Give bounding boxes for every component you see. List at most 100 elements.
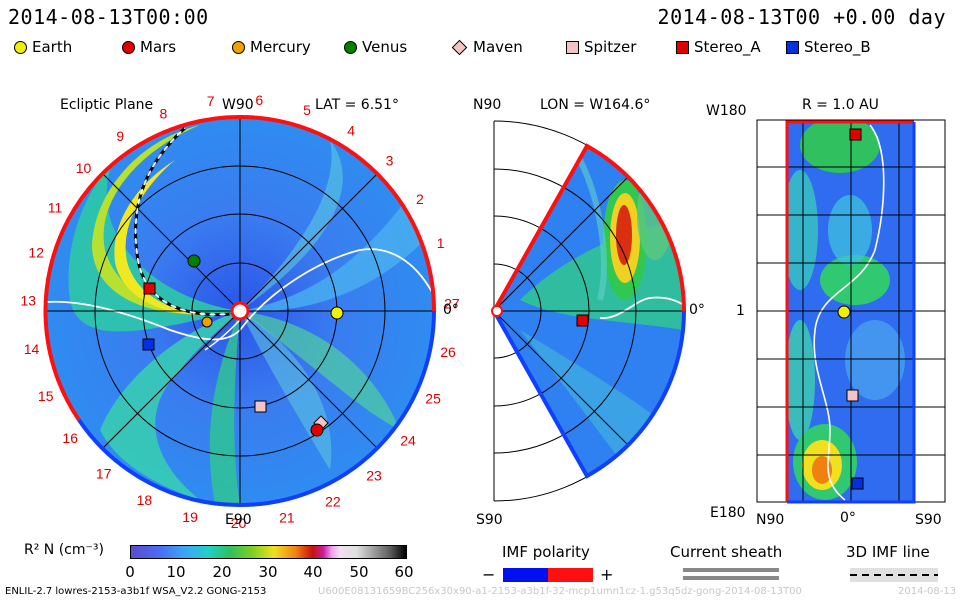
stereo-b-marker-icon	[786, 40, 799, 54]
colorbar-tick: 0	[125, 563, 135, 581]
meridional-bottom-label: S90	[476, 512, 503, 528]
imf3d-line-bg	[850, 568, 938, 582]
carrington-label-4: 4	[347, 123, 355, 139]
radial-plot	[756, 119, 946, 504]
legend-stereo-a: Stereo_A	[676, 38, 761, 56]
carrington-label-13: 13	[21, 293, 37, 309]
carrington-label-23: 23	[366, 467, 382, 483]
imf-negative-swatch	[503, 568, 548, 582]
carrington-label-24: 24	[400, 432, 416, 448]
colorbar-tick: 30	[258, 563, 278, 581]
carrington-label-1: 1	[437, 235, 445, 251]
venus-marker-icon	[344, 40, 357, 54]
legend-stereo-b: Stereo_B	[786, 38, 871, 56]
legend-label: Mercury	[250, 38, 311, 56]
imf3d-label: 3D IMF line	[846, 543, 930, 561]
imf-polarity-label: IMF polarity	[502, 543, 590, 561]
carrington-label-8: 8	[160, 105, 168, 121]
legend-label: Earth	[32, 38, 73, 56]
ecliptic-plane-plot	[43, 114, 436, 508]
carrington-label-7: 7	[207, 93, 215, 109]
legend-label: Spitzer	[584, 38, 637, 56]
carrington-label-11: 11	[48, 200, 63, 216]
carrington-label-16: 16	[62, 430, 78, 446]
radial-bottom-label: E180	[710, 505, 746, 521]
stereo-a-position	[143, 282, 156, 295]
carrington-label-22: 22	[325, 494, 341, 510]
carrington-label-20: 20	[231, 515, 247, 531]
colorbar-tick: 60	[394, 563, 414, 581]
imf-plus: +	[600, 565, 614, 584]
legend-venus: Venus	[344, 38, 407, 56]
object-legend: Earth Mars Mercury Venus Maven Spitzer S…	[0, 38, 960, 60]
legend-earth: Earth	[14, 38, 72, 56]
legend-spitzer: Spitzer	[566, 38, 636, 56]
stereo-a-radial-position	[849, 128, 862, 141]
carrington-label-25: 25	[425, 391, 441, 407]
mars-position	[310, 423, 324, 437]
legend-label: Stereo_B	[804, 38, 871, 56]
density-colorbar	[130, 545, 407, 559]
carrington-label-2: 2	[416, 191, 424, 207]
carrington-label-27: 27	[444, 296, 460, 312]
carrington-label-18: 18	[137, 492, 153, 508]
radial-x-left: N90	[756, 512, 785, 528]
stereo-a-marker-icon	[676, 40, 689, 54]
current-sheath-label: Current sheath	[670, 543, 783, 561]
carrington-label-17: 17	[96, 465, 112, 481]
legend-mercury: Mercury	[232, 38, 311, 56]
colorbar-tick: 50	[349, 563, 369, 581]
meridional-plane-plot	[491, 120, 686, 502]
radial-top-label: W180	[706, 103, 747, 119]
carrington-label-5: 5	[303, 102, 311, 118]
radial-mid-label: 1	[736, 303, 745, 319]
colorbar-tick: 20	[212, 563, 232, 581]
legend-label: Stereo_A	[694, 38, 761, 56]
earth-marker-icon	[14, 40, 27, 54]
earth-position	[330, 306, 344, 320]
current-sheath-line-top	[683, 568, 779, 572]
ecliptic-right-label: 0°	[443, 302, 459, 318]
carrington-label-26: 26	[440, 344, 456, 360]
imf-positive-swatch	[548, 568, 593, 582]
carrington-label-12: 12	[28, 245, 44, 261]
imf-minus: −	[482, 565, 496, 584]
carrington-label-9: 9	[116, 128, 124, 144]
carrington-label-10: 10	[76, 160, 92, 176]
colorbar-tick: 40	[303, 563, 323, 581]
carrington-label-19: 19	[182, 509, 198, 525]
legend-label: Mars	[140, 38, 177, 56]
meridional-right-label: 0°	[689, 302, 705, 318]
carrington-label-14: 14	[24, 341, 40, 357]
carrington-label-21: 21	[279, 510, 295, 526]
mercury-marker-icon	[232, 40, 245, 54]
venus-position	[187, 254, 201, 268]
radial-x-mid: 0°	[840, 510, 856, 526]
carrington-label-6: 6	[255, 92, 263, 108]
stereo-b-position	[142, 338, 155, 351]
earth-radial-position	[837, 305, 851, 319]
colorbar-label: R² N (cm⁻³)	[24, 542, 104, 558]
spitzer-radial-position	[846, 389, 859, 402]
footer-middle: U600E08131659BC256x30x90-a1-2153-a3b1f-3…	[318, 586, 802, 597]
meridional-title: LON = W164.6°	[540, 97, 651, 113]
radial-x-right: S90	[915, 512, 942, 528]
current-sheath-line-bottom	[683, 576, 779, 580]
header-left-time: 2014-08-13T00:00	[8, 5, 209, 29]
spitzer-position	[254, 400, 267, 413]
carrington-label-3: 3	[386, 153, 394, 169]
footer-right: 2014-08-13	[898, 586, 957, 597]
legend-mars: Mars	[122, 38, 176, 56]
ecliptic-title: Ecliptic Plane	[60, 97, 154, 113]
meridional-top-label: N90	[473, 97, 502, 113]
legend-label: Venus	[362, 38, 408, 56]
ecliptic-lat: LAT = 6.51°	[315, 97, 399, 113]
stereo-b-radial-position	[851, 477, 864, 490]
mars-marker-icon	[122, 40, 135, 54]
radial-title: R = 1.0 AU	[802, 97, 879, 113]
ecliptic-top-label: W90	[222, 97, 254, 113]
stereo-a-meridional-position	[576, 314, 589, 327]
colorbar-tick: 10	[166, 563, 186, 581]
